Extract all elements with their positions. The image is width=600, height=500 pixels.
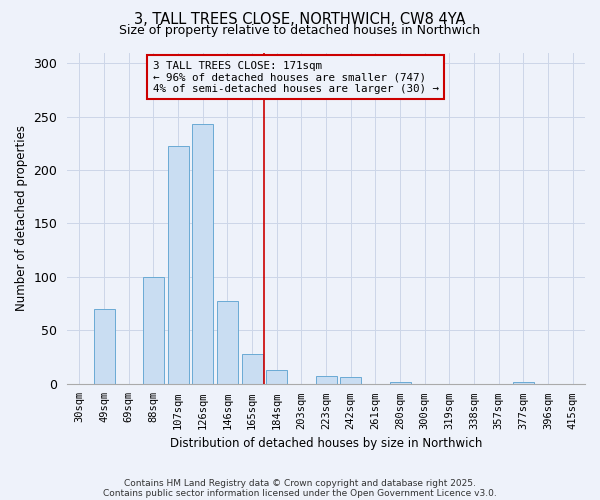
Bar [192, 124, 213, 384]
Text: Contains HM Land Registry data © Crown copyright and database right 2025.: Contains HM Land Registry data © Crown c… [124, 478, 476, 488]
Text: 3 TALL TREES CLOSE: 171sqm
← 96% of detached houses are smaller (747)
4% of semi: 3 TALL TREES CLOSE: 171sqm ← 96% of deta… [152, 61, 439, 94]
Bar [316, 376, 337, 384]
Text: Size of property relative to detached houses in Northwich: Size of property relative to detached ho… [119, 24, 481, 37]
Bar [167, 146, 188, 384]
Y-axis label: Number of detached properties: Number of detached properties [15, 125, 28, 311]
Bar [94, 309, 115, 384]
Bar [389, 382, 410, 384]
Bar [143, 276, 164, 384]
Bar [217, 302, 238, 384]
Bar [266, 370, 287, 384]
Text: 3, TALL TREES CLOSE, NORTHWICH, CW8 4YA: 3, TALL TREES CLOSE, NORTHWICH, CW8 4YA [134, 12, 466, 28]
Text: Contains public sector information licensed under the Open Government Licence v3: Contains public sector information licen… [103, 488, 497, 498]
Bar [242, 354, 263, 384]
X-axis label: Distribution of detached houses by size in Northwich: Distribution of detached houses by size … [170, 437, 482, 450]
Bar [340, 377, 361, 384]
Bar [513, 382, 534, 384]
